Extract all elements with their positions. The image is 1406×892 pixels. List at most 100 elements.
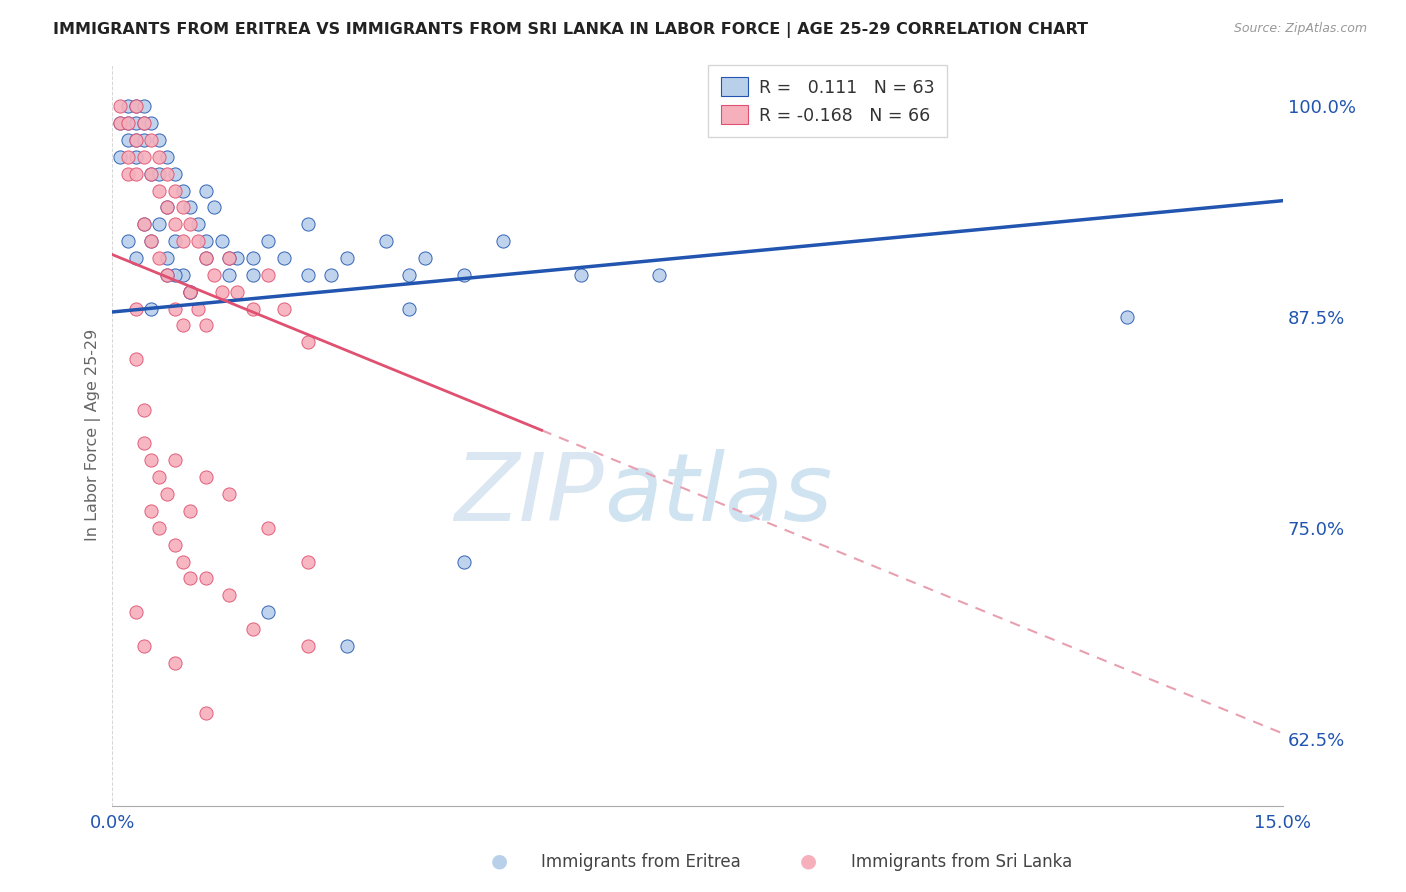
Point (117, 150, 139, 164)
Point (172, 318, 194, 333)
Point (335, 639, 357, 653)
Point (211, 234, 233, 248)
Point (148, 150, 170, 164)
Point (125, 133, 148, 147)
Point (125, 352, 148, 367)
Point (257, 605, 280, 619)
Point (453, 268, 475, 282)
Point (172, 184, 194, 198)
Point (273, 251, 295, 265)
Point (125, 167, 148, 181)
Point (148, 521, 170, 535)
Point (148, 133, 170, 147)
Text: ●: ● (491, 852, 508, 871)
Point (141, 453, 163, 467)
Point (110, 116, 132, 130)
Point (172, 268, 194, 282)
Point (132, 116, 155, 130)
Text: ZIP: ZIP (454, 449, 605, 540)
Point (141, 167, 163, 181)
Y-axis label: In Labor Force | Age 25-29: In Labor Force | Age 25-29 (86, 329, 101, 541)
Point (132, 639, 155, 653)
Point (413, 251, 436, 265)
Point (569, 268, 592, 282)
Point (297, 217, 319, 231)
Point (335, 251, 357, 265)
Point (163, 234, 186, 248)
Point (226, 251, 249, 265)
Point (242, 268, 264, 282)
Point (125, 99, 148, 113)
Point (163, 301, 186, 316)
Point (132, 150, 155, 164)
Point (110, 116, 132, 130)
Point (117, 116, 139, 130)
Point (218, 268, 240, 282)
Point (156, 487, 179, 501)
Point (195, 184, 218, 198)
Point (257, 268, 280, 282)
Point (172, 555, 194, 569)
Point (125, 251, 148, 265)
Point (218, 487, 240, 501)
Point (163, 538, 186, 552)
Point (117, 133, 139, 147)
Point (163, 453, 186, 467)
Point (202, 201, 225, 215)
Text: Immigrants from Sri Lanka: Immigrants from Sri Lanka (851, 853, 1071, 871)
Point (195, 470, 218, 484)
Point (172, 234, 194, 248)
Point (195, 251, 218, 265)
Point (195, 318, 218, 333)
Point (132, 402, 155, 417)
Point (1116, 310, 1139, 324)
Point (132, 217, 155, 231)
Point (195, 571, 218, 585)
Point (398, 268, 420, 282)
Point (117, 99, 139, 113)
Text: Source: ZipAtlas.com: Source: ZipAtlas.com (1233, 22, 1367, 36)
Point (141, 301, 163, 316)
Point (125, 116, 148, 130)
Point (141, 234, 163, 248)
Point (163, 656, 186, 670)
Point (132, 133, 155, 147)
Point (242, 301, 264, 316)
Point (374, 234, 396, 248)
Point (125, 605, 148, 619)
Point (257, 521, 280, 535)
Point (179, 201, 201, 215)
Point (218, 251, 240, 265)
Point (187, 301, 209, 316)
Point (319, 268, 342, 282)
Point (156, 268, 179, 282)
Point (148, 167, 170, 181)
Point (195, 251, 218, 265)
Point (148, 470, 170, 484)
Point (132, 116, 155, 130)
Point (125, 133, 148, 147)
Point (297, 335, 319, 350)
Point (195, 706, 218, 721)
Point (202, 268, 225, 282)
Point (148, 251, 170, 265)
Point (242, 251, 264, 265)
Point (179, 217, 201, 231)
Point (195, 234, 218, 248)
Point (273, 301, 295, 316)
Point (110, 99, 132, 113)
Point (297, 639, 319, 653)
Point (218, 588, 240, 602)
Point (647, 268, 669, 282)
Point (179, 285, 201, 299)
Point (179, 504, 201, 518)
Point (179, 571, 201, 585)
Point (398, 301, 420, 316)
Text: IMMIGRANTS FROM ERITREA VS IMMIGRANTS FROM SRI LANKA IN LABOR FORCE | AGE 25-29 : IMMIGRANTS FROM ERITREA VS IMMIGRANTS FR… (53, 22, 1088, 38)
Point (179, 285, 201, 299)
Point (117, 234, 139, 248)
Text: ●: ● (800, 852, 817, 871)
Point (141, 133, 163, 147)
Text: atlas: atlas (605, 449, 832, 540)
Point (156, 150, 179, 164)
